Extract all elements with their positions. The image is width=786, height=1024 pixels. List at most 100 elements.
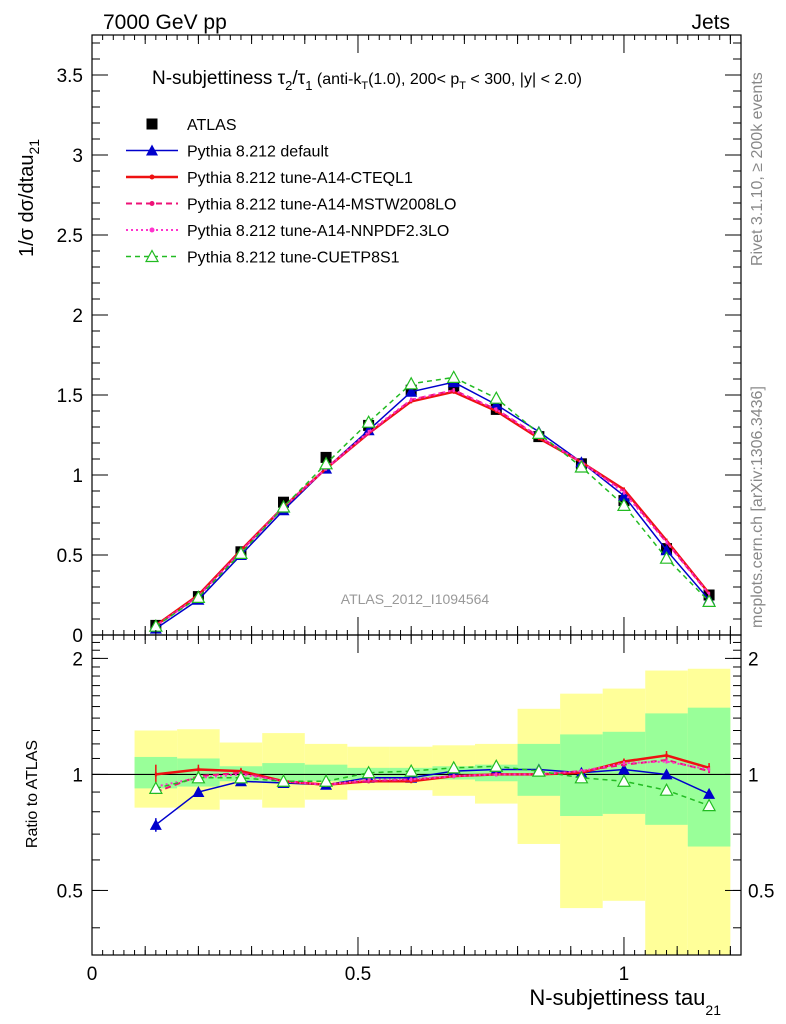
series-5 <box>148 370 717 632</box>
title-sub2: 2 <box>285 78 292 93</box>
ratio-point <box>617 763 630 775</box>
title-slash: /τ <box>292 68 305 89</box>
ratio-y-tick-label-right: 0.5 <box>748 881 774 902</box>
x-tick-label: 1 <box>619 964 630 985</box>
legend-entry: ATLAS <box>146 117 237 134</box>
ratio-y-tick-label: 2 <box>72 649 83 670</box>
ratio-point <box>192 786 205 798</box>
data-point <box>276 499 291 513</box>
ratio-point <box>404 763 419 777</box>
ratio-point <box>531 763 546 777</box>
ratio-point <box>446 760 461 774</box>
main-series-layer <box>148 370 717 634</box>
ratio-point <box>149 818 162 830</box>
data-point <box>405 385 418 397</box>
legend-marker <box>149 174 155 180</box>
data-point <box>404 376 419 390</box>
y-tick-label: 1.5 <box>57 386 83 407</box>
ratio-series-line <box>155 765 710 807</box>
y-tick-label: 0 <box>72 626 83 647</box>
title-cuts-b: T <box>361 80 368 92</box>
legend-label: Pythia 8.212 tune-A14-NNPDF2.3LO <box>187 223 449 240</box>
legend-entry: Pythia 8.212 tune-A14-MSTW2008LO <box>126 197 456 214</box>
x-axis-label: N-subjettiness tau21 <box>529 985 721 1018</box>
title-main: N-subjettiness τ <box>152 68 286 89</box>
y-axis-label-main: 1/σ dσ/dtau21 <box>16 139 42 257</box>
series-line <box>155 389 710 628</box>
ratio-point <box>660 768 673 780</box>
legend-entry: Pythia 8.212 tune-A14-CTEQL1 <box>126 170 413 187</box>
data-point <box>702 594 717 607</box>
legend-marker <box>146 118 158 130</box>
ratio-band-inner <box>687 707 731 847</box>
axes-frames <box>91 34 742 956</box>
y-tick-label: 3.5 <box>57 66 83 87</box>
ratio-point <box>276 774 291 787</box>
title-cuts-e: < 300, |y| < 2.0) <box>466 71 582 88</box>
ratio-y-tick-label-right: 1 <box>748 765 759 786</box>
data-point <box>361 414 376 428</box>
y-tick-label: 3 <box>72 146 83 167</box>
series-line <box>155 381 710 630</box>
legend: ATLAS Pythia 8.212 default Pythia 8.212 tu… <box>126 117 456 267</box>
legend-marker <box>149 201 155 206</box>
x-tick-label: 0.5 <box>345 964 371 985</box>
data-point <box>191 590 206 603</box>
y-axis-label-ratio: Ratio to ATLAS <box>24 740 41 848</box>
ratio-band-inner <box>304 764 348 782</box>
ratio-series-line <box>155 758 710 793</box>
ratio-point <box>361 765 376 779</box>
data-point <box>446 370 461 383</box>
ratio-series-layer <box>148 751 717 832</box>
data-point <box>660 544 673 556</box>
legend-entry: Pythia 8.212 tune-A14-NNPDF2.3LO <box>126 223 449 240</box>
data-point <box>616 498 631 511</box>
y-tick-label: 2.5 <box>57 226 83 247</box>
legend-label: Pythia 8.212 tune-A14-MSTW2008LO <box>187 197 456 214</box>
data-point <box>659 550 674 564</box>
data-point <box>490 398 503 410</box>
ratio-y-tick-label-right: 2 <box>748 649 759 670</box>
title-cuts-c: (1.0), 200< p <box>368 71 459 88</box>
axis-ticks: 00.511.522.533.50.5 0.51 12 20 0.5 1 <box>57 35 774 985</box>
legend-marker <box>146 144 158 156</box>
y-tick-label: 2 <box>72 306 83 327</box>
y-main-sub: 21 <box>26 139 42 155</box>
plot-title: N-subjettiness τ2/τ1 (anti-kT(1.0), 200<… <box>152 68 582 93</box>
data-point <box>531 426 546 439</box>
legend-label: Pythia 8.212 tune-A14-CTEQL1 <box>187 170 413 187</box>
legend-label: Pythia 8.212 default <box>187 144 329 161</box>
title-sub1: 1 <box>305 78 312 93</box>
analysis-id: ATLAS_2012_I1094564 <box>341 591 490 607</box>
title-cuts-a: (anti-k <box>312 71 362 88</box>
series-line <box>155 389 710 627</box>
data-point <box>489 390 504 404</box>
rivet-label: Rivet 3.1.10, ≥ 200k events <box>749 72 766 266</box>
title-cuts-d: T <box>459 80 466 92</box>
legend-label: Pythia 8.212 tune-CUETP8S1 <box>187 250 400 267</box>
x-main-sub: 21 <box>705 1002 721 1018</box>
ratio-series-line <box>155 768 710 826</box>
legend-entry: Pythia 8.212 default <box>126 144 329 161</box>
ratio-point <box>702 798 717 812</box>
legend-marker <box>149 227 155 233</box>
data-point <box>574 459 589 473</box>
ratio-point <box>233 770 248 784</box>
y-tick-label: 0.5 <box>57 546 83 567</box>
data-point <box>233 546 248 559</box>
header-left: 7000 GeV pp <box>103 11 227 34</box>
y-main-text: 1/σ dσ/dtau <box>16 155 38 258</box>
x-tick-label: 0 <box>87 964 98 985</box>
ratio-y-tick-label: 1 <box>72 765 83 786</box>
ratio-point <box>616 774 631 787</box>
data-point <box>319 456 334 470</box>
data-point <box>617 489 630 501</box>
ratio-point <box>489 759 504 772</box>
x-main-text: N-subjettiness tau <box>529 985 705 1010</box>
ratio-point <box>191 770 206 784</box>
legend-marker <box>144 249 160 263</box>
mcplots-label: mcplots.cern.ch [arXiv:1306.3436] <box>749 386 766 628</box>
ratio-point <box>703 787 716 799</box>
legend-entry: Pythia 8.212 tune-CUETP8S1 <box>126 249 400 267</box>
